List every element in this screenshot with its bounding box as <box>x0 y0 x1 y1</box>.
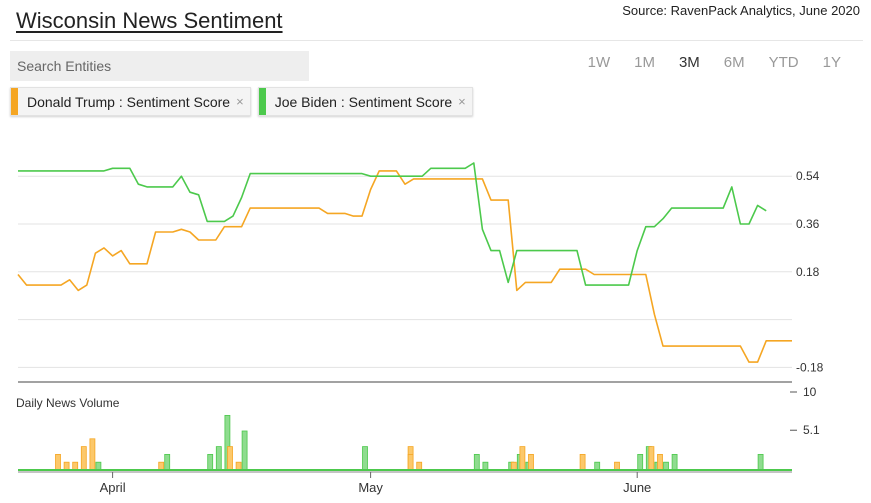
volume-tick-label: 10 <box>803 385 817 399</box>
volume-bar <box>72 461 79 471</box>
volume-bar <box>482 461 489 471</box>
x-tick-label: May <box>358 480 383 495</box>
volume-bar <box>164 453 171 471</box>
volume-bar <box>362 446 368 471</box>
entity-color-swatch <box>11 88 18 115</box>
sentiment-tick-label: 0.18 <box>796 265 820 279</box>
page-title: Wisconsin News Sentiment <box>16 8 283 33</box>
sentiment-tick-label: 0.36 <box>796 217 820 231</box>
volume-bar <box>63 461 70 471</box>
volume-bar <box>241 430 248 471</box>
volume-bar <box>158 461 165 471</box>
x-tick-label: April <box>100 480 126 495</box>
volume-bar <box>55 453 61 471</box>
volume-bar <box>89 438 96 471</box>
volume-bar <box>637 453 644 471</box>
range-6m-button[interactable]: 6M <box>723 54 745 71</box>
range-1y-button[interactable]: 1Y <box>822 54 841 71</box>
entity-chip-label: Donald Trump : Sentiment Score <box>27 93 231 110</box>
volume-bar <box>657 453 663 471</box>
entity-color-swatch <box>258 88 266 115</box>
trump-sentiment-line <box>17 170 792 363</box>
entity-chip-biden[interactable]: Joe Biden : Sentiment Score × <box>257 87 473 116</box>
volume-bar <box>207 453 214 471</box>
source-caption: Source: RavenPack Analytics, June 2020 <box>622 3 860 18</box>
volume-bar <box>235 461 242 471</box>
x-tick-label: June <box>623 480 651 495</box>
close-icon[interactable]: × <box>458 94 466 109</box>
volume-bar <box>416 461 423 471</box>
range-selector: 1W 1M 3M 6M YTD 1Y <box>572 54 849 71</box>
volume-bar <box>671 453 678 471</box>
range-3m-button[interactable]: 3M <box>678 54 700 71</box>
volume-bar <box>663 461 669 471</box>
volume-bar <box>528 453 534 471</box>
range-1m-button[interactable]: 1M <box>634 54 655 71</box>
entity-chip-label: Joe Biden : Sentiment Score <box>274 93 453 110</box>
header-divider <box>10 40 863 41</box>
entity-chips: Donald Trump : Sentiment Score × Joe Bid… <box>10 87 473 116</box>
volume-bar <box>95 461 102 471</box>
volume-bar <box>648 446 655 471</box>
volume-bar <box>510 461 517 471</box>
volume-bar <box>215 446 222 471</box>
range-ytd-button[interactable]: YTD <box>768 54 799 71</box>
volume-pane-label: Daily News Volume <box>16 396 120 410</box>
volume-tick-label: 5.1 <box>803 423 820 437</box>
volume-bar <box>80 446 87 471</box>
volume-bar <box>519 446 526 471</box>
volume-bar <box>407 453 414 471</box>
volume-bar <box>594 461 601 471</box>
range-1w-button[interactable]: 1W <box>587 54 611 71</box>
sentiment-tick-label: 0.54 <box>796 169 820 183</box>
volume-bar <box>579 453 586 471</box>
close-icon[interactable]: × <box>236 94 244 109</box>
sentiment-tick-label: -0.18 <box>796 360 824 374</box>
search-entities-input[interactable] <box>10 51 309 81</box>
volume-bar <box>757 453 764 471</box>
volume-bar <box>227 446 233 471</box>
volume-bar <box>473 453 480 471</box>
entity-chip-trump[interactable]: Donald Trump : Sentiment Score × <box>10 87 251 116</box>
biden-sentiment-line <box>18 162 767 286</box>
volume-bar <box>614 461 620 471</box>
